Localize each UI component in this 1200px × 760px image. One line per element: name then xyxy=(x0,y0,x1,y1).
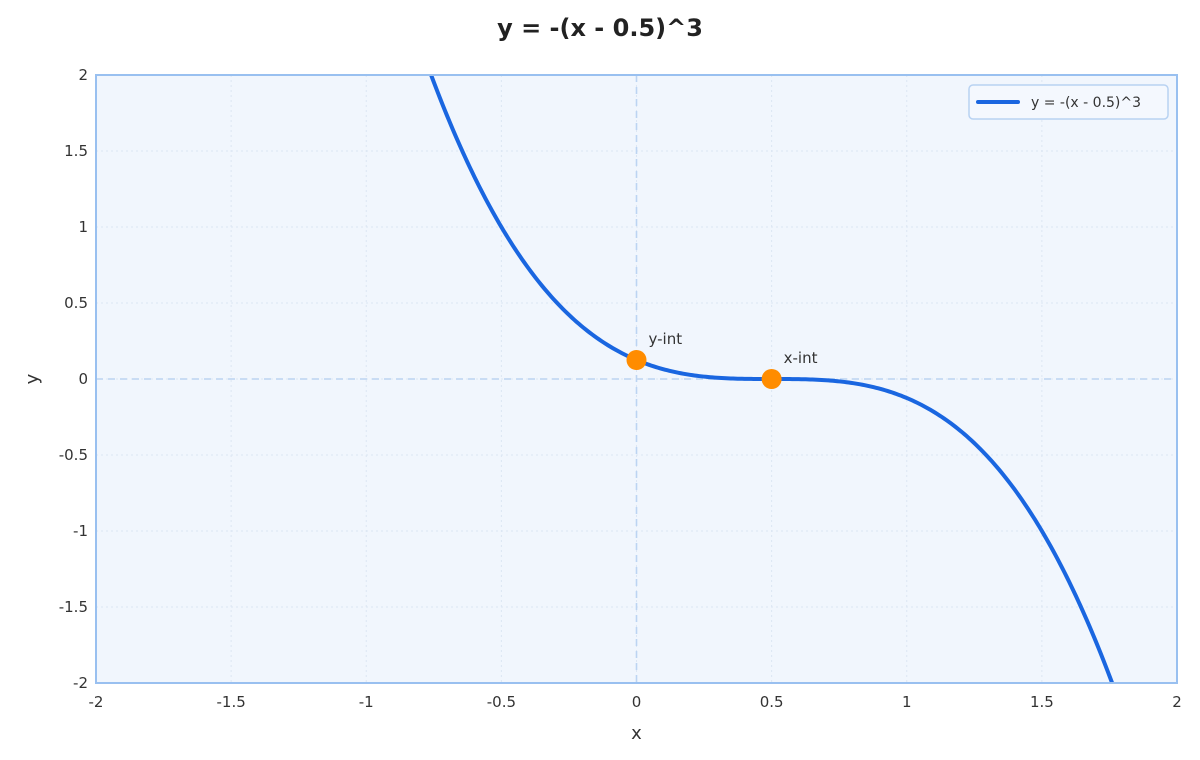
y-tick-label: -1 xyxy=(73,522,88,540)
y-tick-label: -0.5 xyxy=(59,446,88,464)
plot-area: y-int x-int -2 -1.5 -1 -0.5 0 0.5 1 1.5 2 -2 -1.5 -1 -… xyxy=(22,66,1182,744)
x-tick-label: -0.5 xyxy=(487,693,516,711)
x-tick-label: 0 xyxy=(632,693,642,711)
y-axis-label: y xyxy=(22,373,43,384)
y-tick-label: 1 xyxy=(78,218,88,236)
x-tick-label: -1.5 xyxy=(216,693,245,711)
x-tick-label: 1.5 xyxy=(1030,693,1054,711)
x-axis-label: x xyxy=(631,723,642,744)
y-tick-label: 1.5 xyxy=(64,142,88,160)
annotation-y-int: y-int xyxy=(649,330,683,348)
marker-x-int xyxy=(761,369,782,389)
x-tick-label: 0.5 xyxy=(760,693,784,711)
x-tick-label: 2 xyxy=(1172,693,1182,711)
y-tick-label: -1.5 xyxy=(59,598,88,616)
legend-box xyxy=(968,84,1169,120)
x-tick-label: 1 xyxy=(902,693,912,711)
marker-y-int xyxy=(626,350,647,370)
y-tick-label: -2 xyxy=(73,674,88,692)
plot-frame xyxy=(95,74,1178,684)
annotation-x-int: x-int xyxy=(784,349,818,367)
legend-label: y = -(x - 0.5)^3 xyxy=(1031,95,1141,111)
x-tick-label: -1 xyxy=(359,693,374,711)
y-tick-label: 2 xyxy=(78,66,88,84)
y-tick-label: 0.5 xyxy=(64,294,88,312)
y-tick-label: 0 xyxy=(78,370,88,388)
chart-title: y = -(x - 0.5)^3 xyxy=(497,14,703,42)
x-tick-label: -2 xyxy=(89,693,104,711)
